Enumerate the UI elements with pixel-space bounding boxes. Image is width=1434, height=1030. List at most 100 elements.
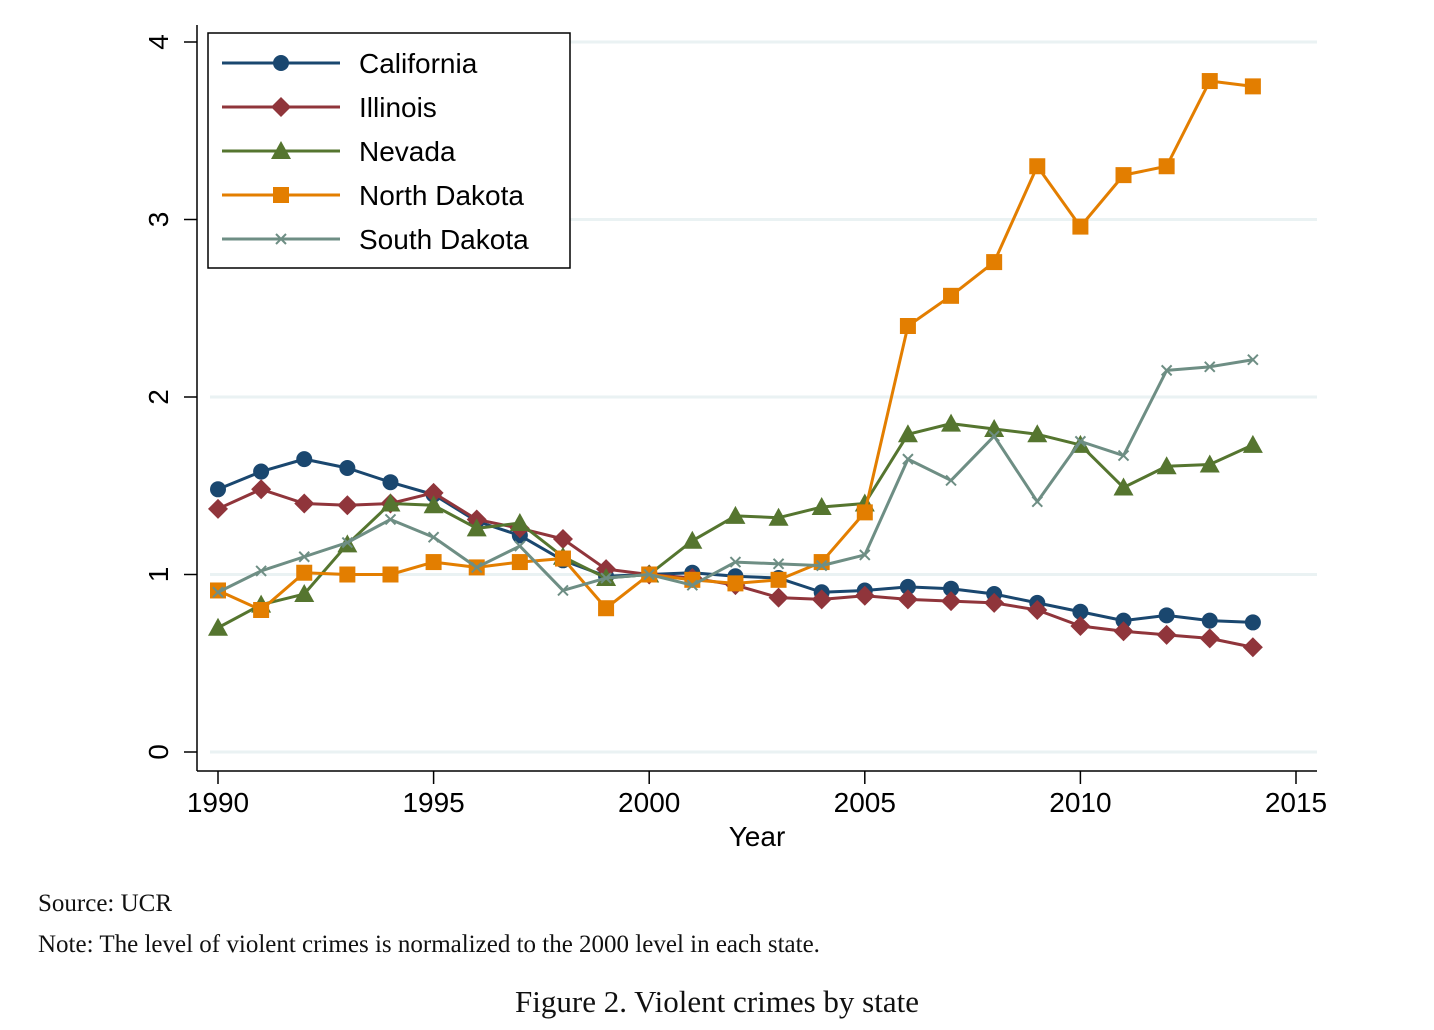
line-chart: 0 1 2 3 4 1990 1995 2000 2005 2010 2015 Year Cali… xyxy=(143,25,1327,852)
point-north-dakota-1991 xyxy=(253,602,270,618)
point-california-1994 xyxy=(382,474,399,491)
point-illinois-2003 xyxy=(768,587,789,608)
point-california-2014 xyxy=(1244,614,1261,631)
point-north-dakota-2006 xyxy=(899,318,916,334)
point-illinois-2012 xyxy=(1156,624,1177,645)
point-south-dakota-1993 xyxy=(341,536,354,549)
legend-marker-california xyxy=(273,55,289,71)
point-south-dakota-1994 xyxy=(384,513,397,526)
point-nevada-2004 xyxy=(811,497,832,516)
point-nevada-2014 xyxy=(1242,434,1263,453)
point-illinois-2013 xyxy=(1199,628,1220,649)
point-north-dakota-2014 xyxy=(1244,78,1261,95)
point-south-dakota-2012 xyxy=(1160,364,1173,377)
point-nevada-2012 xyxy=(1156,456,1177,475)
point-south-dakota-2003 xyxy=(772,558,785,570)
point-illinois-2007 xyxy=(941,591,962,612)
point-illinois-2011 xyxy=(1113,621,1134,642)
point-north-dakota-2007 xyxy=(943,287,960,304)
x-tick-label-2005: 2005 xyxy=(834,787,896,818)
point-california-2013 xyxy=(1201,612,1218,629)
point-south-dakota-1990 xyxy=(212,586,224,598)
point-north-dakota-1999 xyxy=(598,600,615,617)
point-nevada-1997 xyxy=(509,513,530,532)
point-south-dakota-2000 xyxy=(643,568,655,581)
point-north-dakota-1995 xyxy=(425,554,442,571)
point-california-1991 xyxy=(253,463,270,480)
point-illinois-2010 xyxy=(1070,615,1091,636)
point-california-2007 xyxy=(943,580,960,597)
point-nevada-2002 xyxy=(725,505,746,524)
series-line-nevada xyxy=(217,422,1254,630)
point-illinois-1992 xyxy=(294,493,315,514)
legend-item-illinois: Illinois xyxy=(222,92,437,123)
point-south-dakota-2006 xyxy=(902,453,914,465)
point-california-1990 xyxy=(210,481,226,498)
point-south-dakota-2011 xyxy=(1117,449,1130,462)
point-south-dakota-2010 xyxy=(1074,435,1087,448)
x-axis-label: Year xyxy=(729,821,786,852)
legend: California Illinois Nevada North Dakota Sout… xyxy=(207,32,571,269)
x-tick-label-2010: 2010 xyxy=(1049,787,1111,818)
point-illinois-2009 xyxy=(1027,600,1048,620)
y-tick-label-2: 2 xyxy=(143,389,174,405)
point-illinois-2014 xyxy=(1242,637,1263,658)
point-south-dakota-2007 xyxy=(945,474,957,487)
point-south-dakota-1997 xyxy=(514,540,526,552)
point-illinois-2004 xyxy=(811,589,832,610)
point-illinois-2008 xyxy=(984,592,1005,613)
point-south-dakota-2008 xyxy=(988,430,1000,442)
point-north-dakota-2011 xyxy=(1115,167,1132,184)
y-tick-label-1: 1 xyxy=(143,567,174,583)
point-nevada-1994 xyxy=(380,493,401,512)
point-north-dakota-2010 xyxy=(1072,218,1089,235)
point-south-dakota-2004 xyxy=(815,559,828,572)
point-south-dakota-2013 xyxy=(1204,361,1216,373)
point-nevada-1995 xyxy=(423,495,444,514)
point-nevada-1990 xyxy=(208,617,228,636)
point-north-dakota-2013 xyxy=(1201,73,1218,90)
point-illinois-2006 xyxy=(897,589,918,610)
legend-marker-south-dakota xyxy=(275,233,287,245)
point-illinois-1995 xyxy=(423,482,444,503)
x-tick-label-1990: 1990 xyxy=(187,787,249,818)
legend-item-south-dakota: South Dakota xyxy=(222,224,529,255)
point-south-dakota-2014 xyxy=(1247,354,1259,366)
point-nevada-2003 xyxy=(768,507,789,526)
legend-label-california: California xyxy=(359,48,478,79)
x-tick-label-1995: 1995 xyxy=(402,787,464,818)
legend-item-nevada: Nevada xyxy=(222,136,456,167)
point-north-dakota-2009 xyxy=(1029,158,1046,175)
point-south-dakota-2005 xyxy=(859,549,871,561)
legend-item-north-dakota: North Dakota xyxy=(222,180,524,211)
point-south-dakota-1991 xyxy=(255,565,267,577)
point-north-dakota-2003 xyxy=(770,571,787,588)
point-california-1993 xyxy=(339,460,356,476)
point-california-2006 xyxy=(899,578,916,595)
point-north-dakota-1992 xyxy=(296,564,313,581)
series-south-dakota xyxy=(212,354,1259,598)
point-nevada-1992 xyxy=(294,584,315,603)
normalization-note: Note: The level of violent crimes is nor… xyxy=(38,931,820,958)
point-north-dakota-1997 xyxy=(511,554,528,571)
legend-item-california: California xyxy=(222,48,478,79)
point-south-dakota-1996 xyxy=(471,561,483,574)
point-south-dakota-2009 xyxy=(1031,496,1043,508)
point-south-dakota-1998 xyxy=(557,584,569,597)
legend-label-nevada: Nevada xyxy=(359,136,456,167)
point-illinois-1998 xyxy=(552,529,573,549)
legend-label-south-dakota: South Dakota xyxy=(359,224,529,255)
point-north-dakota-2002 xyxy=(727,575,744,592)
point-illinois-2005 xyxy=(854,585,875,606)
point-illinois-1993 xyxy=(337,495,358,516)
series-nevada xyxy=(208,413,1263,636)
figure-caption: Figure 2. Violent crimes by state xyxy=(515,984,919,1019)
x-ticks: 1990 1995 2000 2005 2010 2015 xyxy=(187,771,1327,818)
series-layer xyxy=(208,73,1263,658)
point-north-dakota-1990 xyxy=(210,582,226,599)
point-nevada-2006 xyxy=(897,424,918,443)
point-south-dakota-1995 xyxy=(427,531,440,543)
point-north-dakota-1993 xyxy=(339,566,356,583)
point-california-2011 xyxy=(1115,612,1132,629)
x-tick-label-2015: 2015 xyxy=(1265,787,1327,818)
